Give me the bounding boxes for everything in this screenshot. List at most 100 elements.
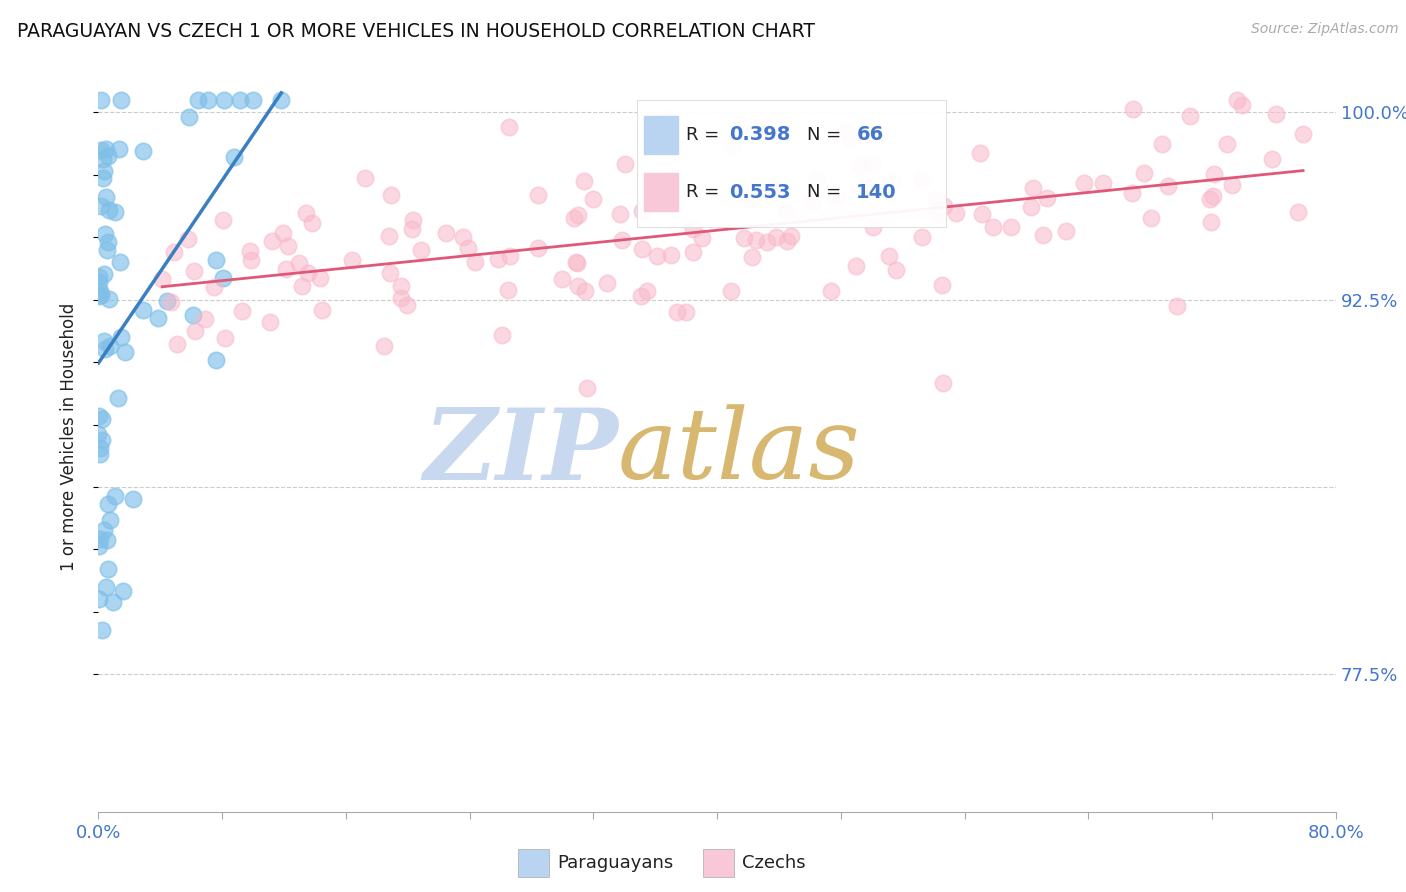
Point: [262, 234, 284, 248]
Point: [156, 294, 179, 309]
Bar: [703, 849, 734, 877]
Point: [150, 272, 173, 286]
Point: [131, 144, 153, 158]
Point: [498, 120, 520, 134]
Point: [567, 279, 589, 293]
Point: [98, 339, 121, 353]
Point: [270, 93, 292, 107]
Point: [1036, 191, 1059, 205]
Point: [159, 294, 181, 309]
Point: [1022, 181, 1045, 195]
Point: [395, 298, 418, 312]
Point: [91, 624, 114, 638]
Point: [981, 219, 1004, 234]
Point: [776, 234, 799, 248]
Point: [163, 245, 186, 260]
Text: Czechs: Czechs: [742, 854, 806, 872]
Point: [380, 188, 402, 202]
Point: [401, 213, 423, 227]
Point: [212, 270, 235, 285]
Point: [657, 112, 679, 127]
Point: [720, 284, 742, 298]
Point: [925, 207, 948, 221]
Point: [93, 227, 115, 241]
Point: [740, 192, 762, 206]
Point: [91, 411, 114, 425]
Point: [582, 192, 605, 206]
Point: [491, 327, 513, 342]
Point: [271, 226, 294, 240]
Point: [800, 196, 823, 211]
Point: [146, 310, 169, 325]
Point: [565, 255, 588, 269]
Point: [527, 188, 550, 202]
Point: [96, 243, 118, 257]
Point: [835, 123, 858, 137]
Point: [211, 213, 233, 227]
Point: [97, 561, 120, 575]
Point: [849, 159, 872, 173]
Point: [101, 594, 124, 608]
Point: [93, 267, 115, 281]
Point: [636, 285, 658, 299]
Point: [860, 158, 883, 172]
Point: [132, 303, 155, 318]
Text: ZIP: ZIP: [423, 404, 619, 500]
Point: [682, 244, 704, 259]
Point: [122, 492, 145, 507]
Point: [90, 199, 112, 213]
Point: [212, 93, 235, 107]
Text: atlas: atlas: [619, 404, 860, 500]
Point: [1178, 109, 1201, 123]
Point: [1230, 98, 1253, 112]
Point: [1121, 186, 1143, 200]
Point: [194, 311, 217, 326]
Point: [1032, 228, 1054, 243]
Point: [93, 164, 115, 178]
Point: [496, 283, 519, 297]
Point: [97, 149, 120, 163]
Point: [94, 342, 117, 356]
Point: [179, 110, 201, 124]
Text: PARAGUAYAN VS CZECH 1 OR MORE VEHICLES IN HOUSEHOLD CORRELATION CHART: PARAGUAYAN VS CZECH 1 OR MORE VEHICLES I…: [17, 22, 815, 41]
Point: [932, 199, 955, 213]
Point: [572, 174, 595, 188]
Point: [214, 331, 236, 345]
Point: [110, 93, 132, 107]
Point: [609, 207, 631, 221]
Point: [291, 278, 314, 293]
Text: Paraguayans: Paraguayans: [557, 854, 673, 872]
Point: [91, 152, 114, 166]
Point: [94, 580, 117, 594]
Point: [104, 489, 127, 503]
Point: [242, 93, 264, 107]
Point: [745, 233, 768, 247]
Point: [90, 433, 112, 447]
Point: [567, 208, 589, 222]
Point: [277, 239, 299, 253]
Point: [94, 190, 117, 204]
Point: [89, 409, 111, 423]
Point: [675, 305, 697, 319]
Point: [1199, 215, 1222, 229]
Point: [166, 336, 188, 351]
Point: [288, 256, 311, 270]
Point: [806, 171, 828, 186]
Point: [205, 353, 228, 368]
Point: [378, 266, 401, 280]
Point: [721, 138, 744, 153]
Point: [229, 93, 252, 107]
Point: [239, 244, 262, 258]
Point: [259, 315, 281, 329]
Point: [90, 93, 112, 107]
Point: [90, 287, 112, 301]
Point: [98, 513, 121, 527]
Point: [187, 93, 209, 107]
Point: [389, 278, 412, 293]
Point: [97, 235, 120, 249]
Point: [970, 206, 993, 220]
Point: [862, 220, 884, 235]
Point: [911, 173, 934, 187]
Point: [176, 232, 198, 246]
Y-axis label: 1 or more Vehicles in Household: 1 or more Vehicles in Household: [59, 303, 77, 571]
